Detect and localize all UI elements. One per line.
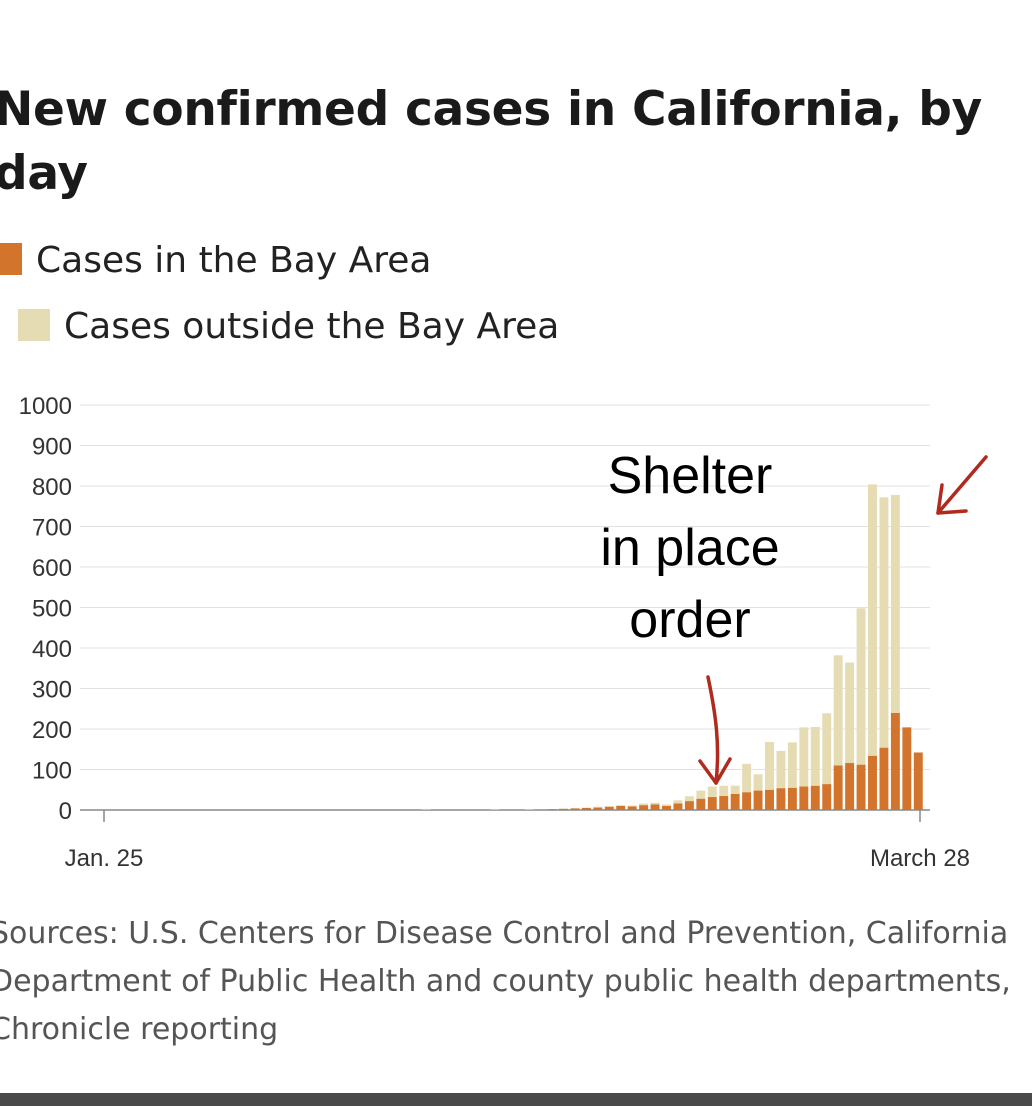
bar-bay-area-day-68 [879,747,889,810]
bar-bay-area-day-55 [730,793,740,810]
bar-outside-bay-area-day-55 [730,785,740,794]
bar-bay-area-day-52 [696,798,706,810]
legend-item-outside-bay-area: Cases outside the Bay Area [18,306,559,347]
annotation-line-0: Shelter [608,447,773,505]
chart-legend: Cases in the Bay Area Cases outside the … [0,228,1000,360]
bar-series [181,484,923,810]
bar-outside-bay-area-day-51 [684,796,694,802]
bar-bay-area-day-51 [684,801,694,810]
bar-bay-area-day-49 [662,805,671,810]
y-tick-label-500: 500 [32,596,72,623]
gridlines [80,404,930,811]
bar-bay-area-day-47 [639,805,649,810]
y-tick-label-200: 200 [32,717,72,744]
bar-outside-bay-area-day-66 [856,608,866,765]
bar-outside-bay-area-day-49 [662,804,671,806]
bar-outside-bay-area-day-67 [868,484,877,756]
bar-outside-bay-area-day-47 [639,803,649,806]
legend-label-outside-bay-area: Cases outside the Bay Area [64,306,560,347]
annotation-line-1: in place [600,519,779,577]
bar-outside-bay-area-day-54 [719,785,729,796]
peak-arrow [936,455,988,515]
bar-outside-bay-area-day-61 [799,727,809,787]
bar-bay-area-day-48 [650,804,660,810]
bar-outside-bay-area-day-69 [890,494,900,713]
source-note: Sources: U.S. Centers for Disease Contro… [0,916,1011,1047]
y-tick-label-1000: 1000 [19,393,72,420]
bar-bay-area-day-61 [799,786,809,810]
bar-bay-area-day-53 [707,797,717,810]
bar-bay-area-day-54 [719,795,729,810]
bar-outside-bay-area-day-62 [810,726,820,786]
bar-outside-bay-area-day-63 [822,713,832,785]
bar-bay-area-day-59 [776,788,786,810]
peak-arrowhead [936,483,968,515]
y-tick-label-800: 800 [32,474,72,501]
bar-bay-area-day-56 [742,792,752,810]
annotation-line-2: order [629,591,750,649]
bar-outside-bay-area-day-50 [673,800,683,804]
bar-outside-bay-area-day-45 [616,805,626,806]
bar-bay-area-day-58 [765,789,774,810]
y-axis-tick-labels: 0 100 200 300 400 500 600 700 800 900 1000 [19,393,72,825]
bar-bay-area-day-69 [890,712,900,810]
annotation-arrow-down [706,675,720,785]
bar-bay-area-day-50 [673,803,683,810]
legend-label-bay-area: Cases in the Bay Area [36,240,432,281]
bar-bay-area-day-71 [913,752,923,810]
bar-bay-area-day-43 [593,807,603,810]
bar-outside-bay-area-day-44 [604,805,614,807]
bar-bay-area-day-65 [845,763,855,810]
bar-outside-bay-area-day-68 [879,497,889,748]
bar-outside-bay-area-day-52 [696,790,706,799]
bar-outside-bay-area-day-57 [753,774,763,791]
legend-swatch-bay-area [0,243,22,275]
x-tick-label-0: Jan. 25 [65,845,144,872]
y-tick-label-0: 0 [59,798,72,825]
x-axis: Jan. 25 March 28 [65,810,970,872]
shelter-in-place-annotation: Shelter in place order [600,447,988,785]
y-tick-label-400: 400 [32,636,72,663]
bar-bay-area-day-41 [570,808,580,810]
bar-bay-area-day-44 [604,806,614,810]
bar-bay-area-day-57 [753,790,763,810]
bar-bay-area-day-64 [833,765,843,810]
bar-chart: 0 100 200 300 400 500 600 700 800 900 1000 Jan. 25… [19,393,988,872]
bar-outside-bay-area-day-65 [845,662,855,764]
bar-outside-bay-area-day-46 [627,805,637,807]
y-tick-label-600: 600 [32,555,72,582]
bar-bay-area-day-70 [902,727,912,810]
bar-outside-bay-area-day-64 [833,655,843,766]
chart-title: New confirmed cases in California, by da… [0,82,982,201]
bar-outside-bay-area-day-56 [742,763,752,793]
bar-outside-bay-area-day-43 [593,806,603,808]
legend-item-bay-area: Cases in the Bay Area [0,240,431,281]
bar-bay-area-day-46 [627,806,637,810]
bar-bay-area-day-62 [810,785,820,810]
legend-swatch-outside-bay-area [18,309,50,341]
bar-bay-area-day-60 [787,787,797,810]
y-tick-label-100: 100 [32,758,72,785]
bar-outside-bay-area-day-58 [765,741,774,790]
y-tick-label-900: 900 [32,434,72,461]
y-tick-label-300: 300 [32,677,72,704]
bottom-edge-bar [0,1093,1032,1106]
bar-outside-bay-area-day-53 [707,786,717,798]
bar-bay-area-day-66 [856,764,866,810]
y-tick-label-700: 700 [32,515,72,542]
bar-outside-bay-area-day-60 [787,742,797,788]
bar-bay-area-day-63 [822,784,832,810]
bar-bay-area-day-67 [868,755,877,810]
annotation-arrowhead-down [698,757,732,785]
bar-outside-bay-area-day-48 [650,802,660,805]
x-tick-label-1: March 28 [870,845,970,872]
bar-outside-bay-area-day-59 [776,750,786,789]
bar-bay-area-day-40 [559,808,568,810]
bar-bay-area-day-42 [581,807,591,810]
bar-bay-area-day-45 [616,805,626,810]
bar-bay-area-day-39 [547,809,557,810]
